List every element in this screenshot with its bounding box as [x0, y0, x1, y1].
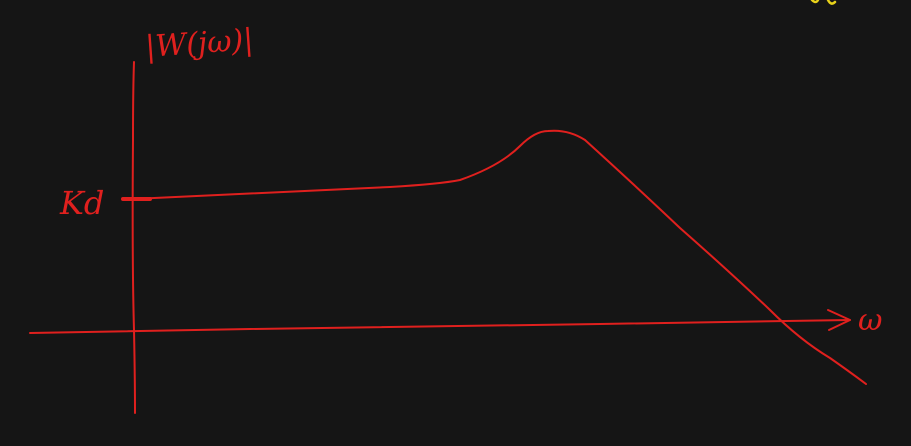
yellow-ink-mark: [810, 0, 837, 5]
x-axis-label: ω: [858, 303, 882, 338]
x-axis-line: [29, 319, 851, 334]
kd-tick-label: Kd: [59, 184, 104, 222]
y-axis-label: |W(jω)|: [144, 23, 254, 65]
magnitude-response-curve: [132, 129, 867, 385]
y-axis-line: [131, 61, 136, 414]
x-axis-arrowhead: [827, 309, 851, 331]
